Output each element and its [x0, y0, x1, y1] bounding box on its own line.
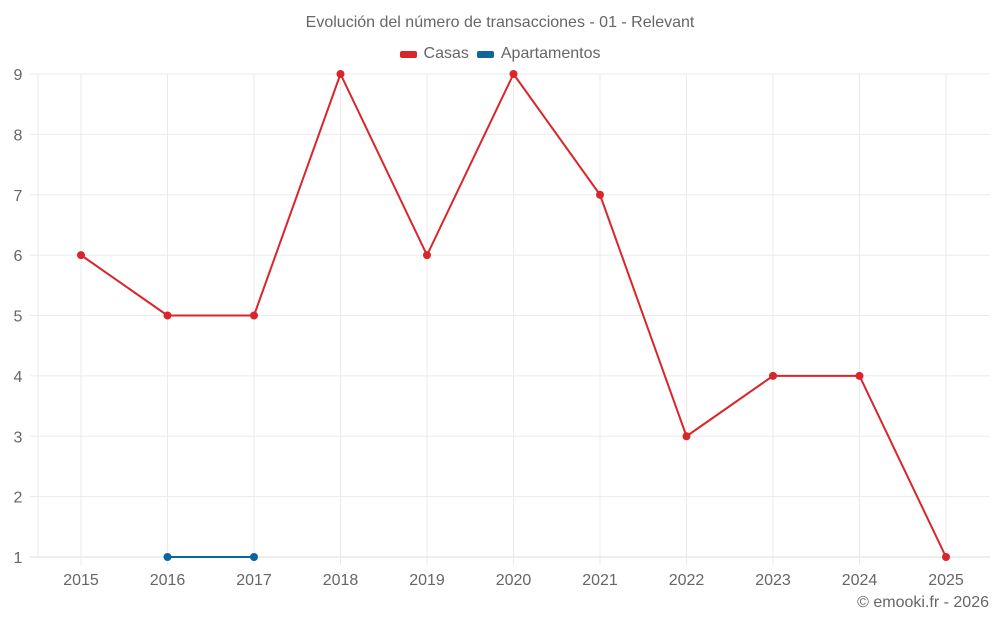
- data-point[interactable]: [942, 553, 950, 561]
- series-apartamentos: [163, 553, 258, 561]
- data-point[interactable]: [250, 553, 258, 561]
- data-point[interactable]: [163, 553, 172, 561]
- y-tick-label: 8: [14, 127, 23, 144]
- chart-title: Evolución del número de transacciones - …: [305, 14, 695, 31]
- data-point[interactable]: [509, 70, 518, 78]
- data-point[interactable]: [250, 311, 258, 320]
- y-tick-label: 6: [14, 248, 23, 265]
- x-tick-label: 2016: [150, 572, 186, 589]
- grid: 1 2 3 4 5 6 7 8 9 2015 2016 2017 2018 2019 2020 2021 202…: [14, 67, 990, 589]
- data-point[interactable]: [336, 70, 345, 78]
- legend-item-casas[interactable]: Casas: [399, 45, 469, 63]
- legend-item-apartamentos[interactable]: Apartamentos: [476, 45, 601, 63]
- data-point[interactable]: [163, 311, 172, 320]
- y-tick-label: 7: [14, 188, 23, 205]
- x-tick-label: 2024: [842, 572, 878, 589]
- x-tick-label: 2020: [496, 572, 532, 589]
- copyright-credit: © emooki.fr - 2026: [857, 594, 989, 611]
- x-tick-label: 2025: [928, 572, 964, 589]
- x-tick-label: 2017: [236, 572, 272, 589]
- y-tick-label: 5: [14, 309, 23, 326]
- y-tick-label: 3: [14, 429, 23, 446]
- chart-legend: Casas Apartamentos: [0, 45, 1000, 63]
- series-casas: [77, 70, 950, 561]
- legend-swatch-apartamentos-icon: [476, 50, 494, 58]
- legend-swatch-casas-icon: [399, 50, 417, 58]
- x-tick-label: 2018: [323, 572, 359, 589]
- data-point[interactable]: [682, 432, 691, 441]
- legend-label: Casas: [423, 45, 469, 62]
- x-tick-label: 2021: [582, 572, 618, 589]
- legend-label: Apartamentos: [500, 45, 601, 62]
- y-tick-label: 4: [14, 369, 23, 386]
- y-tick-label: 2: [14, 490, 23, 507]
- data-point[interactable]: [855, 371, 864, 380]
- x-tick-label: 2022: [669, 572, 705, 589]
- x-tick-label: 2023: [755, 572, 791, 589]
- data-point[interactable]: [423, 251, 431, 260]
- data-point[interactable]: [769, 371, 777, 380]
- x-tick-label: 2019: [409, 572, 445, 589]
- data-point[interactable]: [596, 190, 604, 199]
- x-tick-label: 2015: [63, 572, 99, 589]
- y-tick-label: 1: [14, 550, 23, 567]
- y-tick-label: 9: [14, 67, 23, 84]
- data-point[interactable]: [77, 251, 85, 260]
